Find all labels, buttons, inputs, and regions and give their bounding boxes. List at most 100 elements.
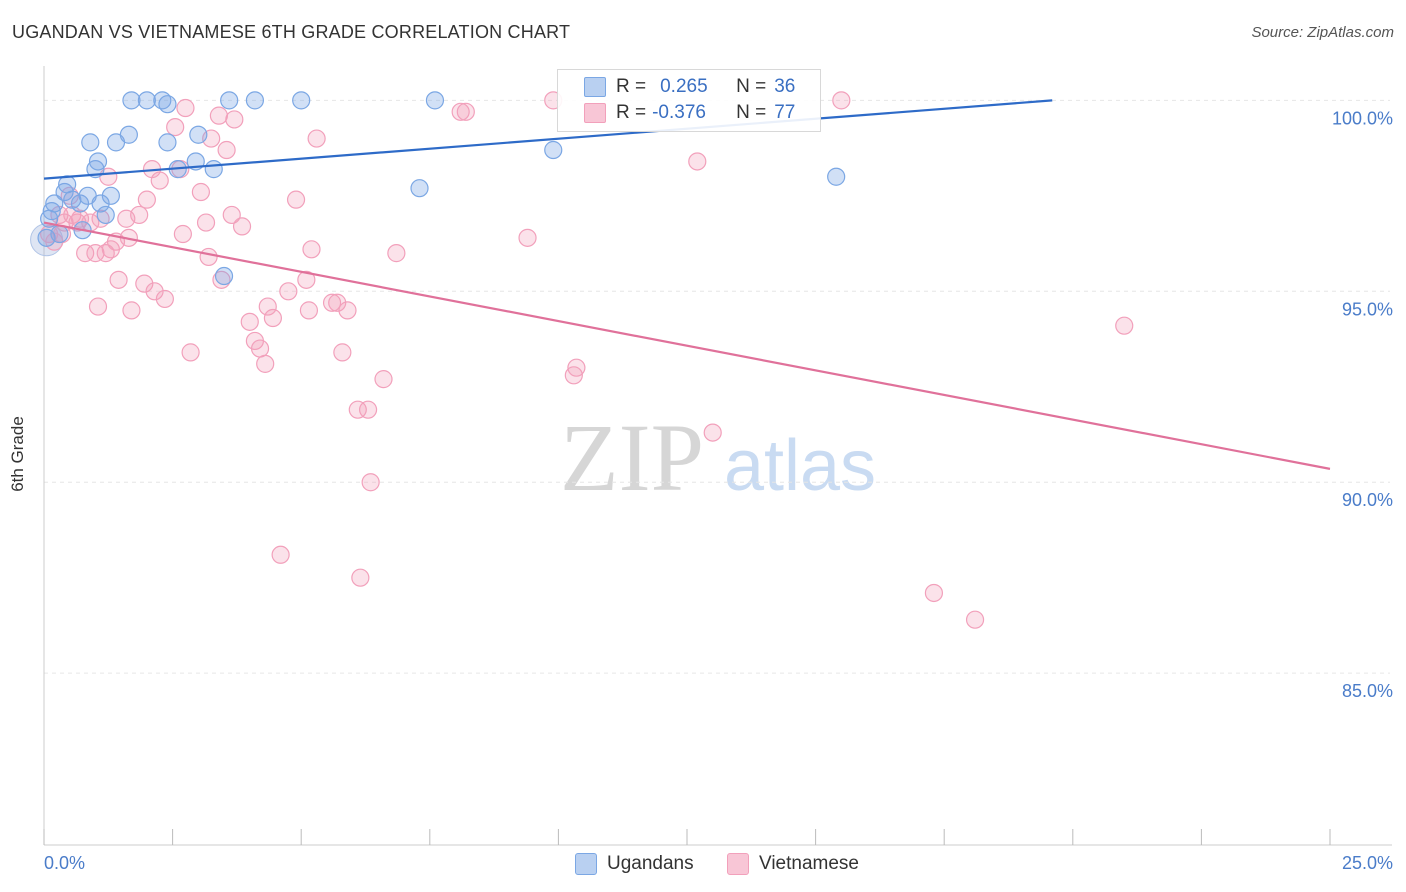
point-vietnamese: [456, 102, 475, 121]
point-vietnamese: [109, 270, 128, 289]
series-vietnamese: [30, 91, 1134, 629]
point-vietnamese: [240, 312, 259, 331]
point-vietnamese: [145, 282, 164, 301]
chart-title: UGANDAN VS VIETNAMESE 6TH GRADE CORRELAT…: [12, 22, 571, 42]
point-vietnamese: [135, 274, 154, 293]
point-ugandans: [245, 91, 265, 110]
point-vietnamese: [703, 423, 722, 442]
point-vietnamese: [256, 354, 275, 373]
point-ugandans: [91, 194, 110, 213]
legend-swatch-vietnamese: [727, 853, 749, 875]
point-vietnamese: [299, 301, 319, 320]
point-vietnamese: [181, 343, 200, 362]
point-ugandans: [220, 91, 239, 110]
legend-r-value: 0.265: [660, 76, 708, 97]
point-ugandans: [544, 140, 563, 160]
point-ugandans: [96, 205, 115, 225]
legend-item-vietnamese: Vietnamese: [727, 851, 859, 877]
watermark: ZIP atlas: [560, 404, 876, 511]
y-tick-label: 95.0%: [1342, 299, 1393, 319]
point-vietnamese: [137, 190, 156, 209]
point-vietnamese: [279, 282, 298, 301]
legend-swatch-ugandans: [575, 853, 597, 875]
point-vietnamese: [263, 308, 283, 328]
tick-labels: 100.0% 95.0% 90.0% 85.0% 0.0% 25.0%: [44, 108, 1393, 873]
stats-legend: R = 0.265 N = 36 R = -0.376 N = 77: [557, 69, 821, 132]
point-ugandans: [88, 152, 108, 171]
point-vietnamese: [199, 247, 218, 267]
point-vietnamese: [297, 270, 316, 289]
point-vietnamese: [307, 129, 326, 148]
point-vietnamese: [567, 358, 586, 377]
point-ugandans: [58, 175, 77, 194]
point-ugandans: [425, 91, 445, 110]
legend-swatch-ugandans: [584, 77, 606, 97]
point-vietnamese: [348, 400, 367, 419]
point-ugandans: [204, 160, 223, 179]
x-tick-label: 25.0%: [1342, 853, 1393, 873]
point-vietnamese: [688, 152, 707, 171]
point-vietnamese: [374, 370, 393, 389]
point-ugandans: [158, 133, 177, 152]
point-ugandans: [70, 194, 90, 213]
point-vietnamese: [76, 244, 95, 263]
point-vietnamese: [122, 301, 141, 320]
point-vietnamese: [271, 545, 290, 564]
trend-lines: [43, 99, 1331, 470]
point-vietnamese: [250, 339, 270, 358]
point-ugandans: [827, 167, 846, 186]
point-ugandans: [119, 125, 138, 144]
legend-r-label: R =: [616, 76, 647, 97]
point-vietnamese: [322, 293, 342, 312]
point-ugandans: [158, 95, 177, 114]
point-vietnamese: [176, 98, 195, 118]
point-vietnamese: [518, 228, 537, 247]
point-vietnamese: [209, 106, 228, 125]
point-vietnamese: [832, 91, 851, 110]
point-vietnamese: [191, 182, 210, 202]
legend-n-label: N =: [736, 102, 767, 123]
point-vietnamese: [196, 213, 216, 232]
point-vietnamese: [361, 473, 380, 492]
point-ugandans: [410, 179, 429, 198]
point-vietnamese: [358, 400, 378, 419]
point-vietnamese: [88, 297, 108, 316]
point-vietnamese: [155, 289, 174, 309]
point-ugandans: [81, 133, 100, 152]
point-vietnamese: [217, 140, 236, 160]
point-ugandans: [214, 266, 234, 286]
point-vietnamese: [351, 568, 370, 587]
trend-line-ugandans: [43, 99, 1053, 180]
point-vietnamese: [150, 171, 169, 190]
point-vietnamese: [70, 209, 90, 228]
point-vietnamese: [451, 102, 470, 121]
point-vietnamese: [222, 205, 241, 225]
point-vietnamese: [333, 343, 352, 362]
point-vietnamese: [387, 244, 406, 263]
point-vietnamese: [258, 297, 277, 316]
watermark-zip: ZIP: [560, 404, 704, 511]
x-tick-label: 0.0%: [44, 853, 85, 873]
point-vietnamese: [130, 205, 149, 225]
legend-r-label: R =: [616, 102, 647, 123]
legend-label-ugandans: Ugandans: [607, 853, 694, 874]
y-tick-label: 90.0%: [1342, 490, 1393, 510]
point-vietnamese: [338, 301, 357, 320]
point-ugandans: [292, 91, 311, 110]
point-ugandans: [137, 91, 156, 110]
point-vietnamese: [965, 610, 985, 629]
legend-row-vietnamese: R = -0.376 N = 77: [616, 101, 795, 125]
y-tick-label: 85.0%: [1342, 681, 1393, 701]
point-ugandans: [189, 125, 208, 144]
y-tick-label: 100.0%: [1332, 108, 1393, 128]
point-vietnamese: [232, 217, 252, 236]
legend-item-ugandans: Ugandans: [575, 851, 694, 877]
watermark-atlas: atlas: [724, 426, 876, 506]
legend-r-value: -0.376: [652, 102, 706, 123]
legend-row-ugandans: R = 0.265 N = 36: [616, 75, 795, 99]
grid: [44, 99, 1390, 674]
legend-swatch-vietnamese: [584, 103, 606, 123]
axes: [43, 66, 1392, 846]
legend-n-label: N =: [736, 76, 767, 97]
